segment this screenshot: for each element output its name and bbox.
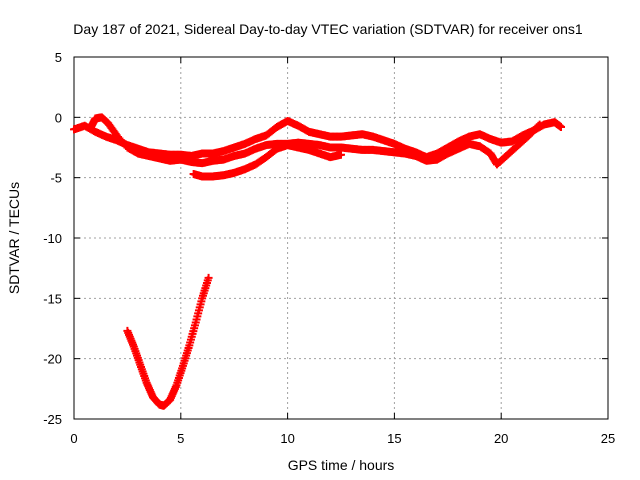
grid	[74, 57, 608, 419]
data-point	[204, 273, 213, 282]
x-tick-label: 10	[280, 431, 294, 446]
chart-title: Day 187 of 2021, Sidereal Day-to-day VTE…	[73, 21, 583, 37]
y-tick-label: -5	[50, 171, 62, 186]
y-tick-label: -20	[43, 352, 62, 367]
y-tick-labels: -25 -20 -15 -10 -5 0 5	[43, 50, 62, 427]
axis-ticks	[73, 56, 609, 420]
x-tick-label: 15	[387, 431, 401, 446]
y-tick-label: -25	[43, 412, 62, 427]
y-tick-label: -10	[43, 231, 62, 246]
x-tick-label: 25	[601, 431, 615, 446]
y-tick-label: 5	[55, 50, 62, 65]
y-tick-label: 0	[55, 110, 62, 125]
y-axis-label: SDTVAR / TECUs	[6, 182, 22, 294]
x-tick-label: 5	[177, 431, 184, 446]
data-points	[70, 113, 566, 410]
x-tick-label: 20	[494, 431, 508, 446]
x-tick-label: 0	[70, 431, 77, 446]
x-axis-label: GPS time / hours	[288, 457, 395, 473]
data-point	[535, 120, 544, 129]
x-tick-labels: 0 5 10 15 20 25	[70, 431, 615, 446]
data-point	[337, 150, 345, 159]
data-point	[557, 122, 566, 131]
y-tick-label: -15	[43, 291, 62, 306]
data-point	[534, 121, 543, 130]
